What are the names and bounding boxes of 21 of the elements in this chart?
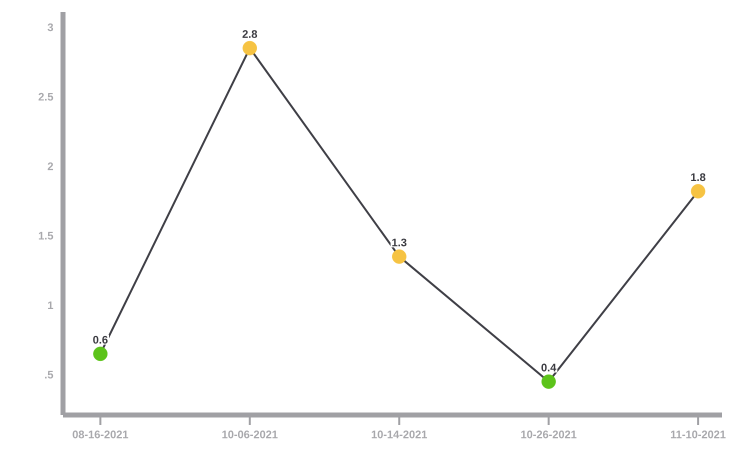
- point: [242, 40, 257, 56]
- data-label: 2.8: [242, 30, 258, 38]
- data-label: 1.3: [392, 238, 406, 246]
- x-tick-label: 10-06-2021: [222, 430, 278, 438]
- y-tick-label: 2: [48, 162, 54, 170]
- point: [690, 184, 706, 198]
- x-tick-label: 10-26-2021: [521, 430, 576, 438]
- point: [93, 346, 108, 362]
- point: [541, 374, 556, 389]
- x-tick-label: 11-10-2021: [670, 430, 726, 438]
- data-label: 1.8: [691, 173, 706, 182]
- x-tick-label: 08-16-2021: [72, 430, 128, 438]
- data-label: 0.4: [541, 364, 556, 372]
- y-tick-label: 1: [48, 301, 54, 309]
- y-tick-label: 1.5: [38, 232, 54, 240]
- x-tick-label: 10-14-2021: [372, 430, 428, 438]
- data-label: 0.6: [93, 336, 108, 344]
- y-tick-label: .5: [45, 370, 54, 379]
- point: [392, 249, 406, 264]
- y-tick-label: 2.5: [38, 92, 54, 101]
- y-tick-label: 3: [48, 23, 54, 32]
